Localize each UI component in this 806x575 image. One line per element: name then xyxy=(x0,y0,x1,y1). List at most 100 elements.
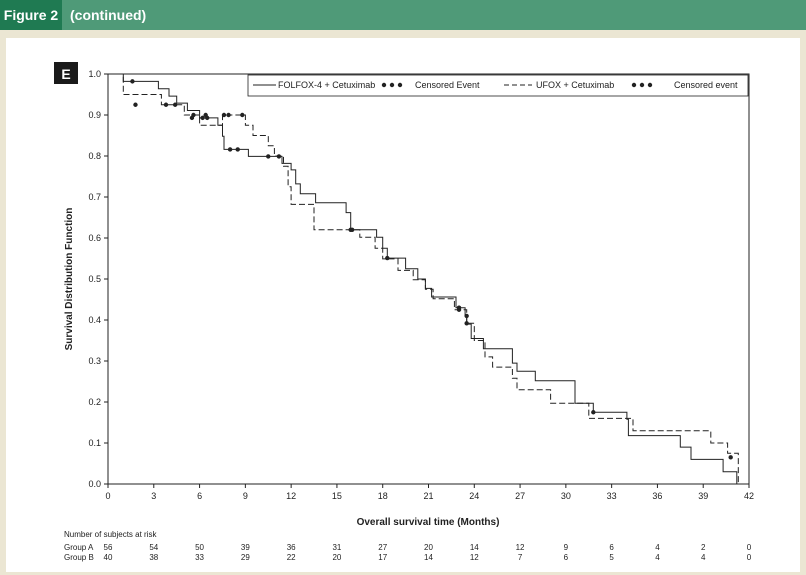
y-tick-label: 0.4 xyxy=(88,315,101,325)
at-risk-value: 33 xyxy=(195,553,204,562)
censored-point xyxy=(200,115,205,121)
x-tick-label: 0 xyxy=(105,491,110,501)
at-risk-value: 4 xyxy=(701,553,706,562)
at-risk-title: Number of subjects at risk xyxy=(64,530,157,539)
y-axis-ticks: 0.0 0.1 0.2 0.3 0.4 0.5 0.6 0.7 0.8 0.9 1.0 xyxy=(88,69,108,489)
at-risk-value: 40 xyxy=(104,553,113,562)
at-risk-value: 31 xyxy=(332,543,341,552)
at-risk-value: 14 xyxy=(424,553,433,562)
at-risk-value: 0 xyxy=(747,543,752,552)
legend-censor-label-folfox: Censored Event xyxy=(415,80,480,90)
legend-label-folfox: FOLFOX-4 + Cetuximab xyxy=(278,80,375,90)
y-tick-label: 0.3 xyxy=(88,356,101,366)
y-tick-label: 0.2 xyxy=(88,397,101,407)
censored-point xyxy=(191,112,196,118)
x-tick-label: 36 xyxy=(652,491,662,501)
panel-label: E xyxy=(61,66,70,82)
censored-point xyxy=(464,321,469,326)
legend-censor-label-ufox: Censored event xyxy=(674,80,738,90)
y-tick-label: 0.8 xyxy=(88,151,101,161)
at-risk-value: 9 xyxy=(564,543,569,552)
at-risk-value: 38 xyxy=(149,553,158,562)
censored-point xyxy=(130,79,135,84)
at-risk-value: 6 xyxy=(609,543,614,552)
at-risk-group-label: Group B xyxy=(64,553,94,562)
at-risk-value: 14 xyxy=(470,543,479,552)
at-risk-value: 6 xyxy=(564,553,569,562)
x-tick-label: 42 xyxy=(744,491,754,501)
figure-header: Figure 2 (continued) xyxy=(0,0,806,30)
at-risk-value: 22 xyxy=(287,553,296,562)
x-tick-label: 15 xyxy=(332,491,342,501)
censored-point xyxy=(349,227,355,232)
at-risk-value: 27 xyxy=(378,543,387,552)
censored-point xyxy=(591,410,596,415)
x-tick-label: 24 xyxy=(469,491,479,501)
censored-point xyxy=(266,154,271,159)
censored-point xyxy=(728,455,733,460)
at-risk-value: 29 xyxy=(241,553,250,562)
at-risk-value: 12 xyxy=(470,553,479,562)
x-tick-label: 39 xyxy=(698,491,708,501)
y-tick-label: 1.0 xyxy=(88,69,101,79)
censored-point xyxy=(240,112,245,118)
x-axis-label: Overall survival time (Months) xyxy=(357,517,500,528)
legend-censor-dots-dashed xyxy=(631,82,653,88)
y-tick-label: 0.9 xyxy=(88,110,101,120)
x-tick-label: 30 xyxy=(561,491,571,501)
series-line-1 xyxy=(108,73,739,484)
panel-label-box xyxy=(54,62,78,84)
figure-subtitle: (continued) xyxy=(70,7,147,23)
y-tick-label: 0.5 xyxy=(88,274,101,284)
at-risk-value: 12 xyxy=(516,543,525,552)
at-risk-value: 36 xyxy=(287,543,296,552)
x-tick-label: 3 xyxy=(151,491,156,501)
x-tick-label: 12 xyxy=(286,491,296,501)
y-tick-label: 0.6 xyxy=(88,233,101,243)
at-risk-value: 4 xyxy=(655,553,660,562)
at-risk-value: 56 xyxy=(104,543,113,552)
censored-point xyxy=(227,147,233,152)
y-tick-label: 0.7 xyxy=(88,192,101,202)
legend-box xyxy=(247,74,749,97)
at-risk-value: 0 xyxy=(747,553,752,562)
censored-point xyxy=(133,102,138,107)
x-tick-label: 9 xyxy=(243,491,248,501)
x-axis-ticks: 0 3 6 9 12 15 18 21 24 27 30 33 36 39 42 xyxy=(105,484,754,501)
plot-frame xyxy=(107,73,750,485)
censored-point xyxy=(235,147,240,152)
survival-curves xyxy=(108,73,739,484)
at-risk-value: 39 xyxy=(241,543,250,552)
x-tick-label: 18 xyxy=(378,491,388,501)
at-risk-value: 5 xyxy=(609,553,614,562)
y-tick-label: 0.1 xyxy=(88,438,101,448)
at-risk-value: 20 xyxy=(332,553,341,562)
at-risk-value: 54 xyxy=(149,543,158,552)
y-tick-label: 0.0 xyxy=(88,479,101,489)
at-risk-value: 50 xyxy=(195,543,204,552)
censored-point xyxy=(385,255,390,261)
censored-point xyxy=(163,102,169,107)
at-risk-group-label: Group A xyxy=(64,543,94,552)
series-line-0 xyxy=(108,73,738,484)
censored-point xyxy=(221,112,227,118)
x-tick-label: 27 xyxy=(515,491,525,501)
at-risk-value: 4 xyxy=(655,543,660,552)
censored-point xyxy=(456,307,462,312)
legend-label-ufox: UFOX + Cetuximab xyxy=(536,80,614,90)
x-tick-label: 21 xyxy=(423,491,433,501)
y-axis-label: Survival Distribution Function xyxy=(64,208,75,351)
x-tick-label: 33 xyxy=(607,491,617,501)
at-risk-value: 7 xyxy=(518,553,523,562)
x-tick-label: 6 xyxy=(197,491,202,501)
at-risk-value: 2 xyxy=(701,543,706,552)
at-risk-value: 17 xyxy=(378,553,387,562)
censored-point xyxy=(226,112,231,118)
censored-point xyxy=(203,112,208,118)
figure-number-label: Figure 2 xyxy=(0,0,62,30)
at-risk-value: 20 xyxy=(424,543,433,552)
legend-censor-dots-solid xyxy=(381,82,403,88)
